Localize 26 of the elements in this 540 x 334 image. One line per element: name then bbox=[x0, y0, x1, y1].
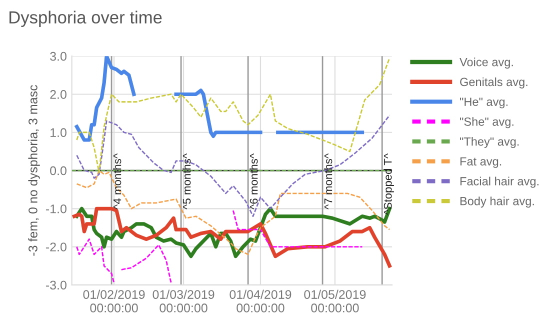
legend-label: Fat avg. bbox=[460, 157, 502, 168]
y-axis-title: -3 fem, 0 no dysphoria, 3 masc bbox=[28, 85, 40, 256]
legend-label: "He" avg. bbox=[460, 98, 508, 108]
y-tick-label: -2.0 bbox=[46, 242, 66, 252]
x-tick-label: 01/04/2019 00:00:00 bbox=[230, 290, 292, 312]
y-tick-label: 1.0 bbox=[50, 128, 66, 138]
legend-label: Body hair avg. bbox=[460, 196, 534, 208]
legend-label: Genitals avg. bbox=[460, 77, 528, 88]
legend-label: "They" avg. bbox=[460, 137, 519, 148]
x-tick-label: 01/02/2019 00:00:00 bbox=[83, 290, 145, 312]
ref-line-label: ^7 months^ bbox=[324, 153, 332, 210]
ref-line-label: ^6 months^ bbox=[250, 153, 258, 210]
legend-label: Voice avg. bbox=[460, 58, 513, 69]
y-tick-label: -3.0 bbox=[46, 280, 66, 290]
ref-line-label: ^5 months^ bbox=[182, 153, 191, 210]
legend-label: "She" avg. bbox=[460, 117, 514, 128]
legend-label: Facial hair avg. bbox=[460, 176, 538, 188]
x-tick-label: 01/03/2019 00:00:00 bbox=[152, 290, 214, 312]
x-tick-label: 01/05/2019 00:00:00 bbox=[304, 290, 366, 312]
ref-line-label: ^Stopped T^ bbox=[384, 153, 394, 215]
y-tick-label: 2.0 bbox=[50, 90, 66, 99]
chart-title: Dysphoria over time bbox=[10, 10, 162, 27]
y-tick-label: -1.0 bbox=[46, 204, 66, 214]
y-tick-label: 0.0 bbox=[50, 166, 66, 176]
ref-line-label: ^4 months^ bbox=[113, 153, 122, 210]
y-tick-label: 3.0 bbox=[50, 52, 66, 61]
